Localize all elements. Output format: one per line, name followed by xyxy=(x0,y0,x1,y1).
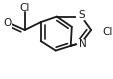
Text: O: O xyxy=(3,18,11,27)
Text: O: O xyxy=(3,18,11,27)
Text: Cl: Cl xyxy=(102,27,112,37)
Text: Cl: Cl xyxy=(19,3,29,13)
Circle shape xyxy=(77,40,85,46)
Text: S: S xyxy=(78,10,85,20)
Circle shape xyxy=(76,13,86,20)
Text: N: N xyxy=(78,39,86,49)
